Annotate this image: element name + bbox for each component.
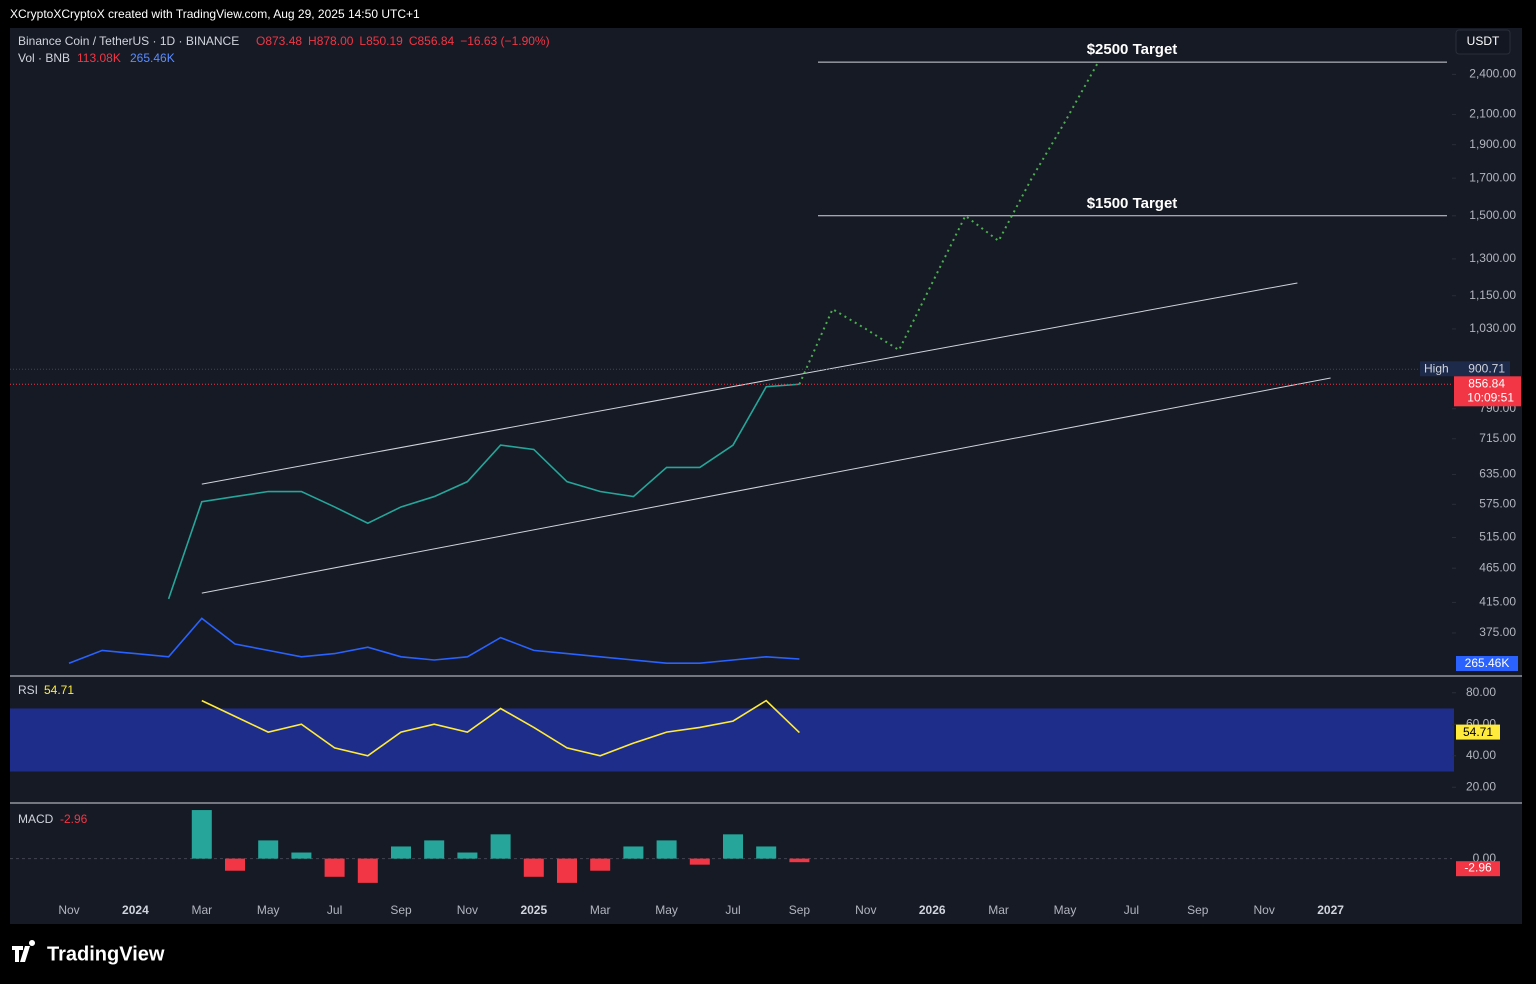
target-label: $1500 Target [1087, 195, 1178, 212]
y-tick-label: 1,700.00 [1469, 170, 1516, 184]
y-tick-label: 415.00 [1479, 595, 1516, 609]
x-tick-label: 2026 [919, 903, 946, 917]
y-tick-label: 1,300.00 [1469, 251, 1516, 265]
rsi-tick-label: 20.00 [1466, 779, 1496, 793]
macd-bar [689, 858, 710, 865]
macd-bar [191, 810, 212, 859]
y-tick-label: 1,900.00 [1469, 137, 1516, 151]
volume-legend: Vol · BNB [18, 51, 70, 65]
rsi-tick-label: 80.00 [1466, 685, 1496, 699]
y-tick-label: 515.00 [1479, 530, 1516, 544]
y-tick-label: 465.00 [1479, 560, 1516, 574]
ohlc-value: H878.00 [308, 34, 354, 48]
target-label: $2500 Target [1087, 41, 1178, 58]
countdown: 10:09:51 [1467, 390, 1514, 404]
channel-line [201, 282, 1298, 485]
high-box [1420, 361, 1510, 377]
y-tick-label: 715.00 [1479, 431, 1516, 445]
unit: USDT [1467, 34, 1500, 48]
x-tick-label: May [257, 903, 280, 917]
x-tick-label: Mar [191, 903, 212, 917]
macd-bar [324, 858, 345, 877]
price-line [167, 383, 800, 600]
macd-bar [291, 852, 312, 859]
rsi-name: RSI [18, 683, 38, 697]
ohlc-value: C856.84 [409, 34, 455, 48]
macd-bar [258, 840, 279, 859]
y-tick-label: 1,500.00 [1469, 208, 1516, 222]
y-tick-label: 1,030.00 [1469, 321, 1516, 335]
macd-bar [424, 840, 445, 859]
volume-value: 113.08K [77, 51, 121, 65]
high-value: 900.71 [1468, 361, 1505, 375]
last-value: 856.84 [1468, 376, 1505, 390]
x-tick-label: 2024 [122, 903, 149, 917]
symbol: Binance Coin / TetherUS · 1D · BINANCE [18, 34, 239, 48]
macd-bar [789, 858, 810, 863]
ohlc-value: L850.19 [359, 34, 403, 48]
macd-bar [723, 834, 743, 859]
x-tick-label: May [655, 903, 678, 917]
y-tick-label: 375.00 [1479, 625, 1516, 639]
macd-box [1456, 861, 1500, 877]
rsi-value: 54.71 [44, 683, 74, 697]
x-tick-label: Mar [590, 903, 611, 917]
ohlc-value: O873.48 [256, 34, 302, 48]
y-tick-label: 2,100.00 [1469, 107, 1516, 121]
volume-ma [68, 617, 800, 664]
x-tick-label: Sep [789, 903, 811, 917]
chart-background [10, 28, 1522, 924]
caption: XCryptoXCryptoX created with TradingView… [10, 7, 420, 21]
x-tick-label: Nov [457, 903, 478, 917]
rsi-tick-label: 40.00 [1466, 748, 1496, 762]
macd-name: MACD [18, 812, 54, 826]
y-tick-label: 635.00 [1479, 467, 1516, 481]
macd-bar [490, 834, 511, 859]
x-tick-label: 2027 [1317, 903, 1344, 917]
unit-box[interactable] [1455, 29, 1511, 55]
y-tick-label: 575.00 [1479, 496, 1516, 510]
x-tick-label: Mar [988, 903, 1009, 917]
y-tick-label: 2,400.00 [1469, 67, 1516, 81]
channel-line [201, 377, 1331, 594]
macd-bar [225, 858, 245, 871]
volume-label: 265.46K [1465, 656, 1510, 670]
macd-bar [656, 840, 677, 859]
x-tick-label: Jul [1124, 903, 1139, 917]
last-box [1454, 376, 1521, 407]
x-tick-label: May [1054, 903, 1077, 917]
y-tick-label: 1,150.00 [1469, 288, 1516, 302]
macd-current: -2.96 [1464, 860, 1492, 874]
rsi-current: 54.71 [1463, 725, 1493, 739]
macd-bar [590, 858, 611, 871]
logo: TradingView [47, 943, 165, 965]
rsi-band [10, 708, 1454, 772]
x-tick-label: Nov [58, 903, 79, 917]
volume-label-box [1456, 656, 1518, 671]
macd-bar [391, 846, 411, 859]
macd-bar [623, 846, 644, 859]
high-label: High [1424, 361, 1449, 375]
macd-bar [357, 858, 378, 883]
x-tick-label: Sep [1187, 903, 1209, 917]
rsi-box [1456, 724, 1500, 740]
macd-bar [523, 858, 544, 877]
x-tick-label: Sep [390, 903, 412, 917]
macd-value: -2.96 [60, 812, 88, 826]
x-tick-label: Nov [1254, 903, 1275, 917]
macd-bar [557, 858, 577, 883]
macd-bar [756, 846, 777, 859]
macd-bar [457, 852, 478, 859]
x-tick-label: Nov [855, 903, 876, 917]
x-tick-label: Jul [725, 903, 740, 917]
ohlc-value: −16.63 (−1.90%) [460, 34, 549, 48]
volume-ma: 265.46K [130, 51, 175, 65]
x-tick-label: Jul [327, 903, 342, 917]
logo-icon [12, 940, 36, 962]
rsi-line [201, 699, 800, 757]
x-tick-label: 2025 [520, 903, 547, 917]
